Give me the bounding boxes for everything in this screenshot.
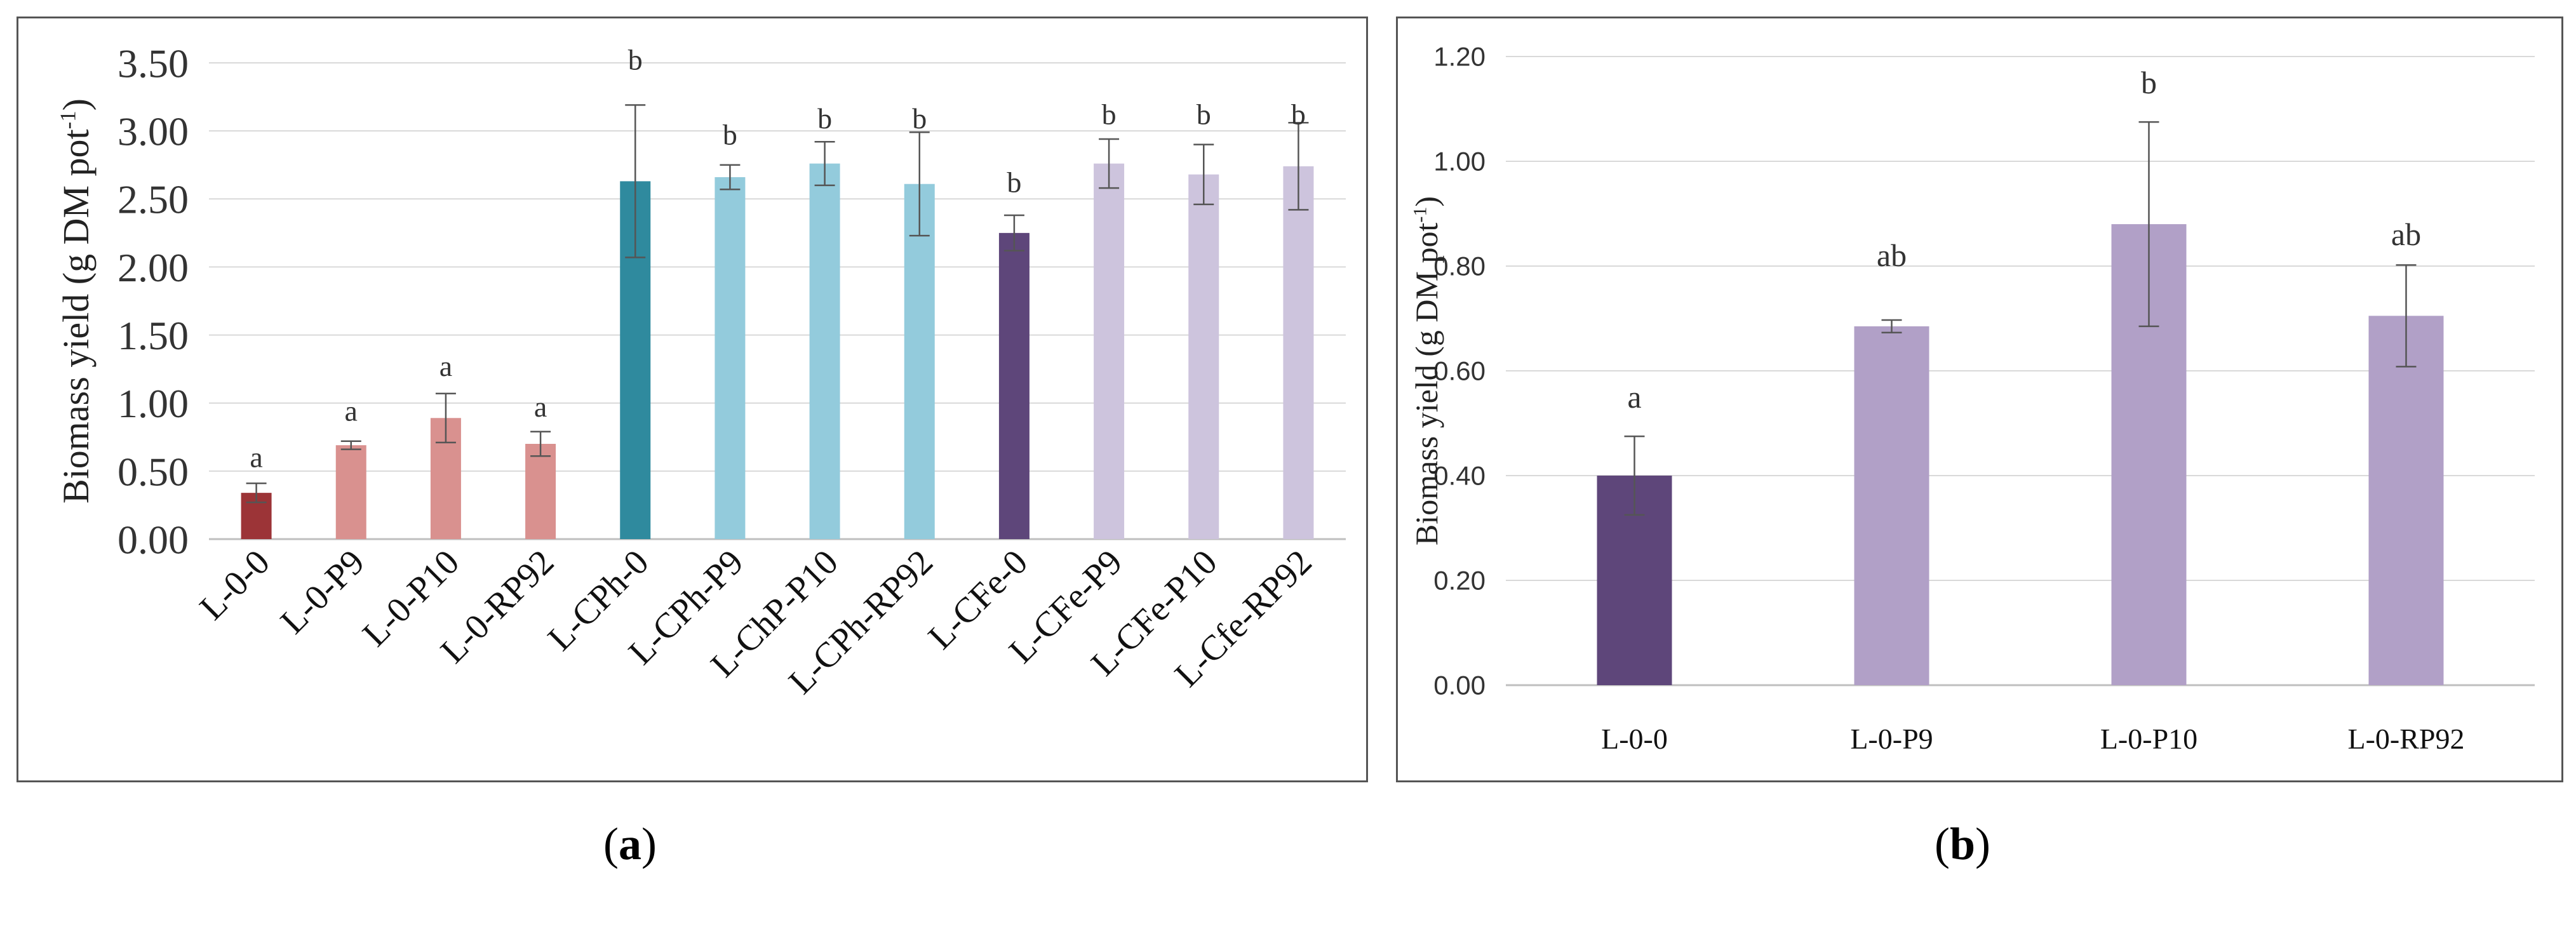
y-tick-label: 1.50 — [117, 313, 189, 358]
bar — [2368, 316, 2444, 685]
y-tick-label: 0.40 — [1433, 461, 1486, 491]
bar — [809, 163, 840, 539]
y-tick-label: 1.00 — [1433, 147, 1486, 177]
y-tick-label: 1.20 — [1433, 42, 1486, 72]
caption-a: (a) — [603, 819, 657, 869]
significance-letter: b — [2141, 65, 2157, 100]
caption-b: (b) — [1935, 819, 1991, 869]
y-axis-title: Biomass yield (g DM pot-1) — [1409, 196, 1444, 545]
y-tick-label: 0.60 — [1433, 356, 1486, 386]
y-tick-label: 3.50 — [117, 41, 189, 86]
y-tick-label: 0.80 — [1433, 251, 1486, 281]
significance-letter: b — [1102, 98, 1117, 130]
bar — [525, 444, 556, 539]
category-label: L-0-RP92 — [2348, 723, 2465, 755]
bar — [998, 232, 1030, 539]
significance-letter: a — [250, 441, 262, 473]
y-axis-title: Biomass yield (g DM pot-1) — [55, 98, 97, 504]
bar — [904, 184, 935, 539]
significance-letter: a — [439, 350, 452, 382]
y-tick-label: 2.50 — [117, 177, 189, 222]
y-tick-label: 2.00 — [117, 245, 189, 290]
bar-chart-b: 0.00 0.20 0.40 0.60 0.80 1.00 1.20 Biomass yiel… — [1409, 42, 2535, 755]
caption-a-letter: a — [618, 819, 641, 869]
bar — [335, 445, 366, 539]
y-tick-label: 0.50 — [117, 449, 189, 494]
significance-letter: b — [912, 102, 927, 135]
significance-letter: b — [723, 119, 737, 151]
chart-panel-a: 0.00 0.50 1.00 1.50 2.00 2.50 3.00 3.50 Biomass … — [17, 17, 1368, 782]
bar — [1094, 163, 1125, 539]
category-label: L-0-0 — [192, 542, 278, 627]
significance-letter: b — [1197, 98, 1211, 130]
chart-panel-b: 0.00 0.20 0.40 0.60 0.80 1.00 1.20 Biomass yiel… — [1396, 17, 2563, 782]
y-tick-label: 0.00 — [1433, 671, 1486, 700]
category-label: L-0-P10 — [2100, 723, 2197, 755]
bar — [714, 177, 746, 539]
significance-letter: b — [628, 44, 643, 76]
significance-letter: ab — [2391, 217, 2421, 252]
y-tick-label: 0.00 — [117, 517, 189, 562]
significance-letter: a — [1627, 379, 1641, 415]
caption-b-letter: b — [1949, 819, 1976, 869]
significance-letter: a — [345, 395, 358, 427]
bar — [1283, 166, 1314, 539]
category-label: L-0-P9 — [1850, 723, 1933, 755]
bar — [1854, 326, 1929, 685]
significance-letter: a — [534, 391, 547, 423]
y-tick-label: 3.00 — [117, 109, 189, 154]
y-tick-label: 1.00 — [117, 381, 189, 426]
significance-letter: b — [1291, 98, 1306, 130]
y-tick-label: 0.20 — [1433, 566, 1486, 596]
significance-letter: b — [817, 102, 832, 135]
bar-chart-a: 0.00 0.50 1.00 1.50 2.00 2.50 3.00 3.50 Biomass … — [55, 41, 1346, 702]
significance-letter: b — [1007, 166, 1021, 199]
category-label: L-0-0 — [1601, 723, 1668, 755]
bar — [1188, 174, 1219, 539]
significance-letter: ab — [1877, 237, 1907, 273]
